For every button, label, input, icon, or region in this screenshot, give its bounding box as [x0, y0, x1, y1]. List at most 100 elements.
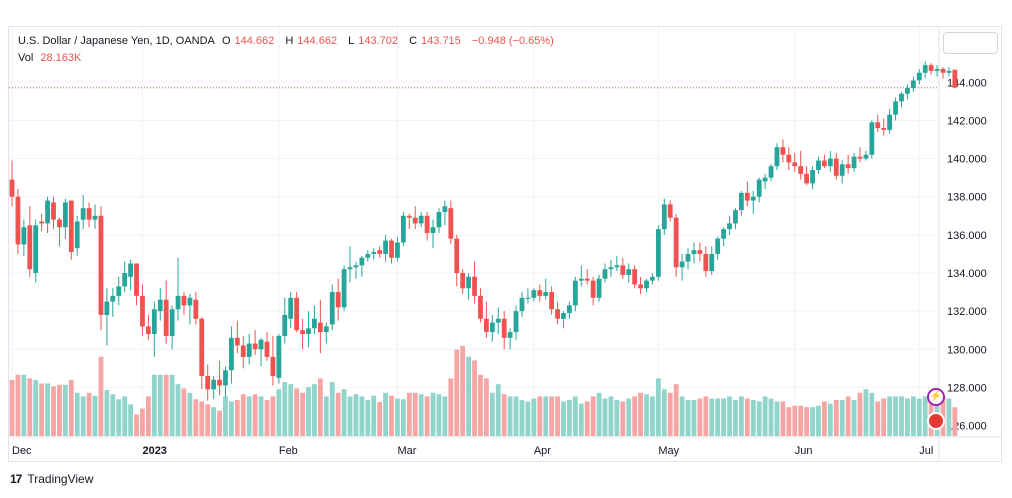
- candle-body: [478, 295, 483, 319]
- y-tick-label: 134.000: [947, 268, 987, 280]
- candle-body: [810, 170, 815, 184]
- low-label: L: [348, 35, 355, 47]
- volume-bar: [347, 396, 353, 436]
- candle-body: [869, 122, 875, 155]
- candle-body: [857, 156, 863, 159]
- candle-body: [715, 238, 721, 254]
- volume-bar: [910, 396, 916, 436]
- candle-body: [157, 299, 163, 312]
- volume-bar: [424, 396, 430, 436]
- x-tick-label: May: [658, 445, 679, 457]
- volume-bar: [590, 396, 596, 436]
- candle-body: [721, 229, 726, 239]
- volume-bar: [74, 392, 80, 436]
- candle-body: [816, 160, 821, 171]
- y-tick-label: 132.000: [947, 306, 987, 318]
- candle-body: [282, 314, 288, 336]
- candle-body: [145, 326, 151, 335]
- volume-bar: [294, 388, 300, 436]
- candle-body: [584, 278, 590, 281]
- volume-bar: [45, 383, 50, 436]
- volume-bar: [733, 400, 738, 436]
- candle-body: [709, 253, 715, 272]
- volume-bar: [323, 396, 329, 436]
- volume-bar: [833, 400, 839, 436]
- candle-body: [57, 219, 62, 228]
- candle-body: [738, 192, 744, 211]
- candle-body: [572, 280, 578, 306]
- volume-bar: [644, 394, 649, 436]
- us-flag-event-icon[interactable]: [927, 412, 945, 430]
- volume-bar: [869, 392, 875, 436]
- candle-body: [549, 292, 555, 310]
- candle-body: [466, 276, 472, 289]
- volume-bar: [240, 394, 246, 436]
- candle-body: [68, 200, 74, 253]
- volume-bar: [258, 396, 264, 436]
- volume-bar: [673, 384, 679, 436]
- volume-bar: [786, 407, 792, 436]
- volume-bar: [264, 400, 270, 436]
- candle-body: [264, 341, 270, 357]
- candle-body: [905, 88, 910, 94]
- volume-bar: [359, 396, 365, 436]
- symbol-name[interactable]: U.S. Dollar / Japanese Yen, 1D, OANDA: [18, 35, 215, 47]
- candle-body: [626, 269, 632, 275]
- candle-body: [448, 208, 454, 239]
- volume-bar: [584, 401, 590, 436]
- volume-bar: [116, 399, 122, 436]
- candle-body: [893, 101, 898, 115]
- candle-body: [792, 162, 798, 167]
- candle-body: [525, 297, 531, 299]
- candle-body: [685, 253, 691, 262]
- candle-body: [614, 265, 620, 268]
- candle-body: [519, 297, 525, 312]
- candle-body: [774, 147, 780, 167]
- volume-label[interactable]: Vol: [18, 52, 34, 64]
- volume-bar: [223, 396, 228, 436]
- dividend-event-icon[interactable]: ⚡: [927, 388, 945, 406]
- volume-bar: [163, 374, 169, 436]
- candle-body: [353, 265, 359, 268]
- volume-bar: [472, 360, 477, 436]
- volume-bar: [157, 374, 163, 436]
- change-value: −0.948 (−0.65%): [471, 35, 554, 47]
- candle-body: [839, 164, 845, 176]
- volume-bar: [412, 392, 418, 436]
- volume-bar: [816, 405, 821, 436]
- candle-body: [258, 339, 264, 350]
- volume-bar: [389, 395, 394, 436]
- y-tick-label: 130.000: [947, 344, 987, 356]
- candle-body: [45, 200, 50, 224]
- candle-body: [946, 70, 952, 73]
- candle-body: [650, 276, 655, 281]
- candle-body: [786, 154, 792, 163]
- x-tick-label: Feb: [279, 445, 298, 457]
- candle-body: [187, 297, 193, 306]
- volume-bar: [638, 392, 643, 436]
- price-scale-settings-button[interactable]: [943, 32, 998, 54]
- candle-body: [80, 208, 86, 220]
- candle-body: [768, 166, 774, 178]
- candle-body: [804, 173, 810, 184]
- candle-body: [317, 322, 323, 333]
- x-tick-label: Dec: [12, 445, 32, 457]
- volume-bar: [430, 392, 436, 436]
- volume-bar: [780, 401, 786, 436]
- candle-body: [513, 311, 519, 333]
- candle-body: [217, 379, 222, 386]
- candle-body: [632, 269, 638, 285]
- volume-bar: [300, 392, 305, 436]
- candle-body: [389, 240, 394, 258]
- x-tick-label: Jun: [795, 445, 813, 457]
- volume-bar: [246, 396, 252, 436]
- candle-body: [733, 210, 738, 224]
- volume-bar: [80, 396, 86, 436]
- legend-volume: Vol 28.163K: [18, 52, 85, 64]
- candle-body: [329, 292, 335, 325]
- volume-bar: [661, 389, 667, 436]
- candle-body: [827, 158, 833, 167]
- tradingview-brand[interactable]: 17 TradingView: [10, 472, 93, 486]
